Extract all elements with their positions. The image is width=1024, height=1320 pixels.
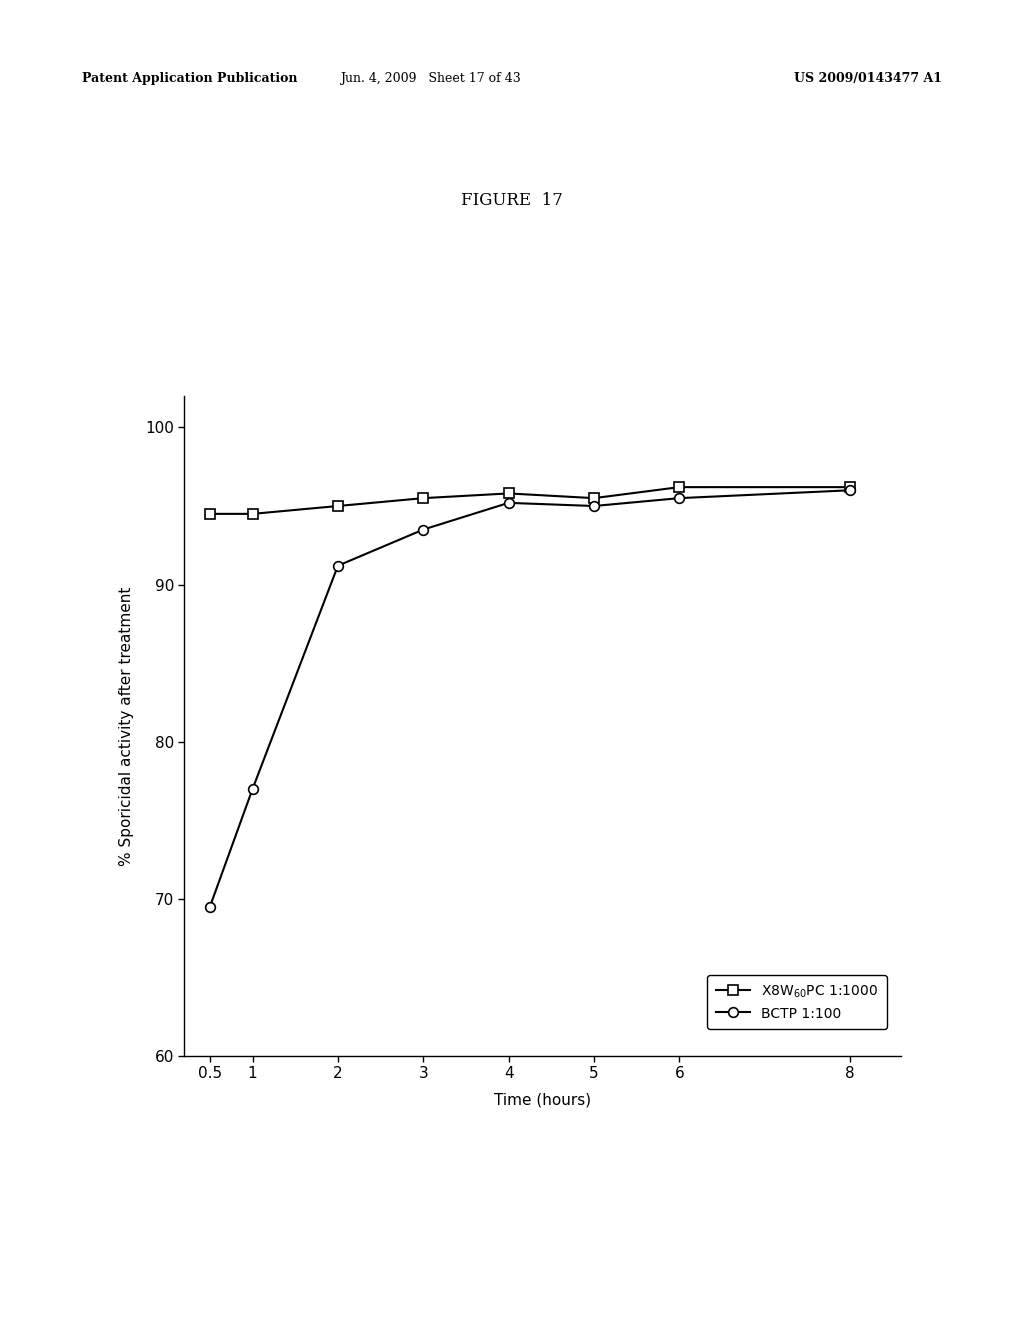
- BCTP 1:100: [503, 495, 515, 511]
- X8W$_{60}$PC 1:1000: [417, 490, 429, 506]
- X8W$_{60}$PC 1:1000: [844, 479, 856, 495]
- X8W$_{60}$PC 1:1000: [332, 498, 344, 513]
- BCTP 1:100: [204, 899, 216, 915]
- Text: FIGURE  17: FIGURE 17: [461, 191, 563, 209]
- BCTP 1:100: [673, 490, 685, 506]
- Text: Patent Application Publication: Patent Application Publication: [82, 71, 297, 84]
- X8W$_{60}$PC 1:1000: [247, 506, 259, 521]
- BCTP 1:100: [332, 558, 344, 574]
- Y-axis label: % Sporicidal activity after treatment: % Sporicidal activity after treatment: [119, 586, 134, 866]
- Line: BCTP 1:100: BCTP 1:100: [205, 486, 855, 912]
- Text: Jun. 4, 2009   Sheet 17 of 43: Jun. 4, 2009 Sheet 17 of 43: [340, 71, 520, 84]
- BCTP 1:100: [844, 482, 856, 498]
- Legend: X8W$_{60}$PC 1:1000, BCTP 1:100: X8W$_{60}$PC 1:1000, BCTP 1:100: [708, 975, 887, 1030]
- BCTP 1:100: [417, 521, 429, 537]
- X-axis label: Time (hours): Time (hours): [495, 1093, 591, 1107]
- BCTP 1:100: [588, 498, 600, 513]
- X8W$_{60}$PC 1:1000: [204, 506, 216, 521]
- Text: US 2009/0143477 A1: US 2009/0143477 A1: [794, 71, 942, 84]
- X8W$_{60}$PC 1:1000: [588, 490, 600, 506]
- Line: X8W$_{60}$PC 1:1000: X8W$_{60}$PC 1:1000: [205, 482, 855, 519]
- X8W$_{60}$PC 1:1000: [503, 486, 515, 502]
- X8W$_{60}$PC 1:1000: [673, 479, 685, 495]
- BCTP 1:100: [247, 781, 259, 797]
